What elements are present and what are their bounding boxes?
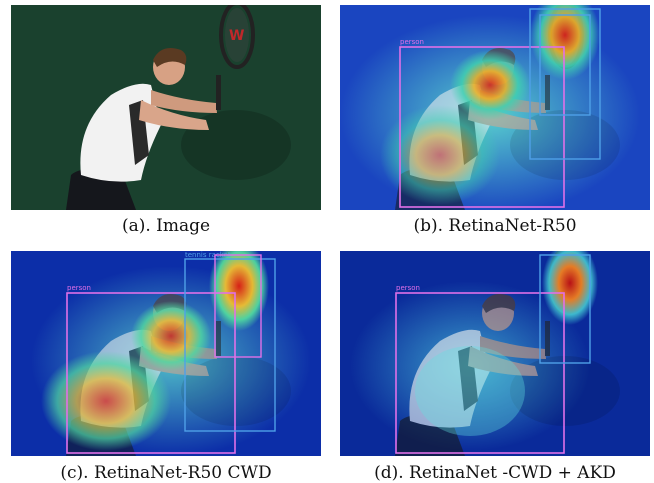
original-image: W [11,5,321,210]
panel-retinanet-cwd-akd: person [340,251,650,456]
panel-retinanet-r50-cwd: person tennis racket [11,251,321,456]
person-box-label: person [396,284,420,292]
heatmap-retinanet-r50-cwd: person tennis racket [11,251,321,456]
caption-c: (c). RetinaNet-R50 CWD [60,463,272,483]
panel-retinanet-r50: person [340,5,650,210]
caption-b: (b). RetinaNet-R50 [413,216,577,236]
panel-original-image: W [11,5,321,210]
caption-d: (d). RetinaNet -CWD + AKD [374,463,616,483]
caption-a: (a). Image [121,216,211,236]
racket-box-label: tennis racket [185,251,231,259]
heatmap-retinanet-cwd-akd: person [340,251,650,456]
svg-text:W: W [229,28,244,44]
person-box-label: person [67,284,91,292]
heatmap-retinanet-r50: person [340,5,650,210]
person-box-label: person [400,38,424,46]
